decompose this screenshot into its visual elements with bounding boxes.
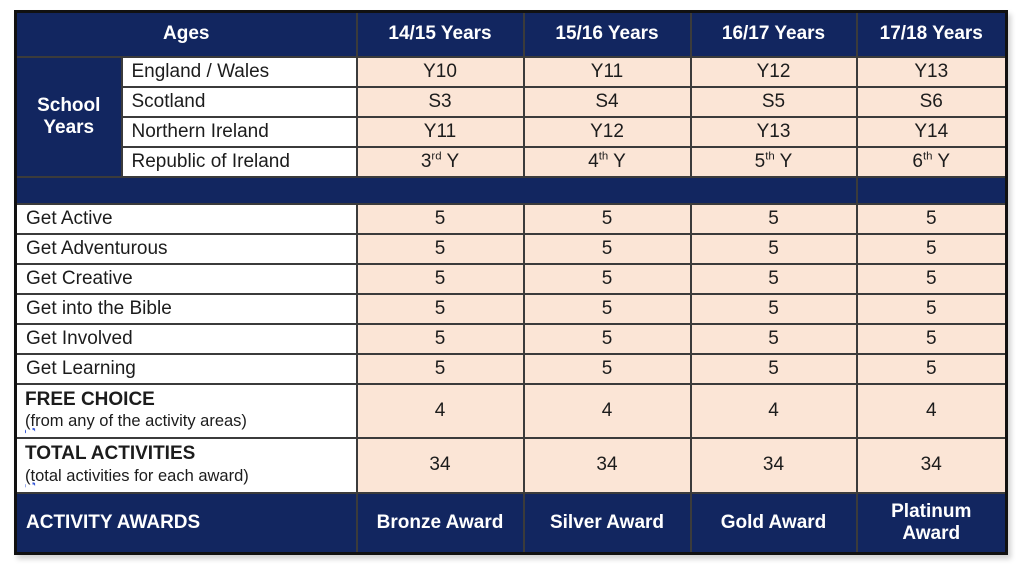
school-year-value-cell: 6th Y [855, 145, 1008, 178]
school-year-row: School Years England / Wales Y10 Y11 Y12… [14, 55, 1008, 178]
separator-cell [855, 175, 1008, 205]
activity-value-cell: 5 [522, 322, 692, 355]
separator-cell [14, 175, 858, 205]
activity-value-cell: 5 [522, 262, 692, 295]
school-year-row: Northern Ireland Y11 Y12 Y13 Y14 [16, 115, 1008, 148]
total-activities-title: TOTAL ACTIVITIES [25, 443, 196, 465]
activity-row: Get Learning 5 5 5 5 [14, 352, 1008, 385]
school-years-group-label: School Years [14, 55, 123, 178]
activity-awards-table: Ages 14/15 Years 15/16 Years 16/17 Years… [14, 10, 1008, 555]
activity-value-cell: 5 [855, 322, 1008, 355]
school-year-value-cell: Y14 [855, 115, 1008, 148]
activity-label-cell: Get Involved [14, 322, 358, 355]
activity-awards-label-cell: ACTIVITY AWARDS [14, 491, 358, 555]
activity-value-cell: 5 [522, 202, 692, 235]
free-choice-value-cell: 4 [355, 382, 525, 439]
activity-row: Get into the Bible 5 5 5 5 [14, 292, 1008, 325]
ages-header-row: Ages 14/15 Years 15/16 Years 16/17 Years… [14, 10, 1008, 58]
region-label-cell: England / Wales [120, 55, 358, 88]
activity-value-cell: 5 [689, 202, 858, 235]
school-year-value-cell: S4 [522, 85, 692, 118]
school-year-value-cell: Y13 [689, 115, 858, 148]
activity-value-cell: 5 [855, 262, 1008, 295]
activity-label-cell: Get Active [14, 202, 358, 235]
activity-value-cell: 5 [355, 322, 525, 355]
activity-row: Get Adventurous 5 5 5 5 [14, 232, 1008, 265]
school-year-row: Scotland S3 S4 S5 S6 [16, 85, 1008, 118]
activity-value-cell: 5 [355, 202, 525, 235]
year-column-header: 14/15 Years [355, 10, 525, 58]
school-year-value-cell: Y11 [355, 115, 525, 148]
award-name-cell: Silver Award [522, 491, 692, 555]
ordinal-suffix: rd [431, 150, 442, 163]
activity-value-cell: 5 [689, 262, 858, 295]
year-column-header: 17/18 Years [855, 10, 1008, 58]
school-year-value-cell: 5th Y [689, 145, 858, 178]
school-year-row: Republic of Ireland 3rd Y 4th Y 5th Y 6t… [16, 145, 1008, 178]
activity-value-cell: 5 [355, 262, 525, 295]
ordinal-suffix: th [598, 150, 609, 163]
activity-label-cell: Get Adventurous [14, 232, 358, 265]
region-label-cell: Republic of Ireland [120, 145, 358, 178]
activity-value-cell: 5 [689, 232, 858, 265]
total-activities-value-cell: 34 [522, 436, 692, 494]
awards-footer-row: ACTIVITY AWARDS Bronze Award Silver Awar… [14, 491, 1008, 555]
free-choice-value-cell: 4 [689, 382, 858, 439]
award-name-cell: Bronze Award [355, 491, 525, 555]
activity-value-cell: 5 [855, 202, 1008, 235]
activity-value-cell: 5 [855, 232, 1008, 265]
school-year-value-cell: Y13 [855, 55, 1008, 88]
activity-value-cell: 5 [522, 232, 692, 265]
award-name-cell: Gold Award [689, 491, 858, 555]
school-year-value-cell: Y11 [522, 55, 692, 88]
activity-value-cell: 5 [522, 352, 692, 385]
school-year-value-cell: S6 [855, 85, 1008, 118]
activity-value-cell: 5 [855, 292, 1008, 325]
activity-label-cell: Get Creative [14, 262, 358, 295]
page: Ages 14/15 Years 15/16 Years 16/17 Years… [14, 10, 1008, 555]
activity-value-cell: 5 [355, 292, 525, 325]
free-choice-value-cell: 4 [522, 382, 692, 439]
free-choice-label-cell: FREE CHOICE (from any of the activity ar… [14, 382, 358, 439]
total-activities-value-cell: 34 [689, 436, 858, 494]
total-activities-value-cell: 34 [855, 436, 1008, 494]
free-choice-title: FREE CHOICE [25, 388, 155, 410]
activity-row: Get Active 5 5 5 5 [14, 202, 1008, 235]
free-choice-value-cell: 4 [855, 382, 1008, 439]
free-choice-subtitle: (from any of the activity areas) [25, 412, 247, 431]
school-year-value-cell: Y10 [355, 55, 525, 88]
school-year-value-cell: 4th Y [522, 145, 692, 178]
school-year-value-cell: 3rd Y [355, 145, 525, 178]
school-year-value-cell: Y12 [522, 115, 692, 148]
activity-label-cell: Get into the Bible [14, 292, 358, 325]
school-year-value-cell: S3 [355, 85, 525, 118]
year-column-header: 16/17 Years [689, 10, 858, 58]
year-column-header: 15/16 Years [522, 10, 692, 58]
total-activities-label-cell: TOTAL ACTIVITIES (total activities for e… [14, 436, 358, 494]
total-activities-subtitle: (total activities for each award) [25, 466, 249, 485]
ordinal-suffix: th [922, 150, 933, 163]
activity-label-cell: Get Learning [14, 352, 358, 385]
total-activities-value-cell: 34 [355, 436, 525, 494]
ordinal-suffix: th [765, 150, 775, 163]
activity-value-cell: 5 [689, 292, 858, 325]
total-activities-row: TOTAL ACTIVITIES (total activities for e… [14, 436, 1008, 494]
activity-value-cell: 5 [689, 322, 858, 355]
activity-value-cell: 5 [522, 292, 692, 325]
free-choice-row: FREE CHOICE (from any of the activity ar… [14, 382, 1008, 439]
activity-value-cell: 5 [689, 352, 858, 385]
region-label-cell: Northern Ireland [120, 115, 358, 148]
activity-row: Get Involved 5 5 5 5 [14, 322, 1008, 355]
activity-value-cell: 5 [355, 352, 525, 385]
ages-header-cell: Ages [14, 10, 358, 58]
award-name-cell: Platinum Award [855, 491, 1008, 555]
activity-row: Get Creative 5 5 5 5 [14, 262, 1008, 295]
activity-value-cell: 5 [355, 232, 525, 265]
school-year-value-cell: Y12 [689, 55, 858, 88]
region-label-cell: Scotland [120, 85, 358, 118]
school-year-value-cell: S5 [689, 85, 858, 118]
activity-value-cell: 5 [855, 352, 1008, 385]
separator-row [14, 175, 1008, 205]
